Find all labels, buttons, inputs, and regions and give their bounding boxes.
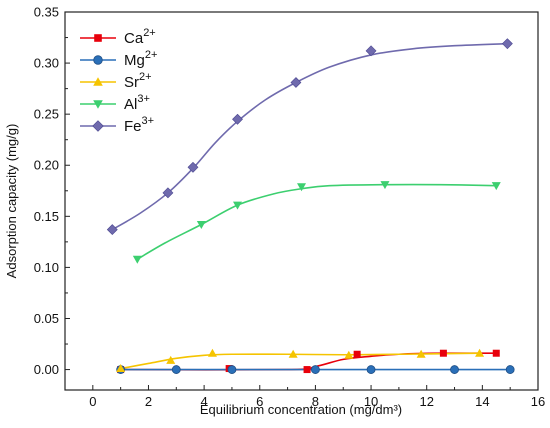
- y-tick-label: 0.05: [34, 311, 59, 326]
- x-axis-title: Equilibrium concentration (mg/dm³): [200, 402, 402, 417]
- y-tick-label: 0.15: [34, 209, 59, 224]
- series-curves: [111, 42, 511, 371]
- legend-sr-marker: [93, 77, 103, 86]
- al-point: [132, 255, 142, 264]
- al-curve: [136, 183, 497, 260]
- x-tick-label: 0: [89, 394, 96, 409]
- y-tick-label: 0.35: [34, 5, 59, 20]
- x-tick-label: 12: [419, 394, 433, 409]
- al-point: [380, 181, 390, 190]
- y-tick-label: 0.10: [34, 260, 59, 275]
- sr-point: [344, 350, 354, 359]
- legend-fe-label: Fe3+: [124, 115, 154, 135]
- x-tick-label: 4: [201, 394, 208, 409]
- fe-point: [106, 224, 118, 236]
- x-tick-label: 2: [145, 394, 152, 409]
- fe-point: [187, 161, 199, 173]
- legend-mg-label: Mg2+: [124, 49, 157, 69]
- mg-point: [366, 365, 376, 374]
- ca-point: [353, 350, 361, 358]
- y-axis-title: Adsorption capacity (mg/g): [4, 124, 19, 279]
- sr-point: [416, 349, 426, 358]
- y-tick-label: 0.25: [34, 107, 59, 122]
- y-ticks: 0.00 0.05 0.10 0.15 0.20 0.25 0.30 0.35: [34, 5, 70, 377]
- sr-curve: [120, 352, 480, 370]
- fe-curve: [111, 42, 508, 231]
- sr-point: [475, 348, 485, 357]
- mg-point: [227, 365, 237, 374]
- ca-point: [303, 366, 311, 374]
- fe-point: [232, 113, 243, 125]
- fe-point: [501, 38, 513, 50]
- al-point: [297, 183, 306, 192]
- series-markers: [106, 38, 515, 374]
- y-tick-label: 0.30: [34, 56, 59, 71]
- x-tick-label: 16: [531, 394, 545, 409]
- legend: Ca2+Mg2+Sr2+Al3+Fe3+: [80, 27, 157, 135]
- mg-point: [311, 365, 320, 374]
- legend-ca-marker: [94, 34, 102, 42]
- x-tick-label: 10: [364, 394, 378, 409]
- al-point: [196, 220, 206, 229]
- y-tick-label: 0.00: [34, 362, 59, 377]
- y-tick-label: 0.20: [34, 158, 59, 173]
- x-ticks: 0 2 4 6 8 10 12 14 16: [64, 385, 545, 409]
- legend-fe-marker: [92, 120, 104, 132]
- fe-point: [365, 45, 377, 57]
- fe-point: [290, 77, 302, 88]
- fe-point: [162, 187, 174, 199]
- legend-al-label: Al3+: [124, 93, 150, 113]
- x-tick-label: 8: [312, 394, 319, 409]
- legend-ca-label: Ca2+: [124, 27, 156, 47]
- sr-point: [116, 364, 126, 373]
- ca-point: [439, 349, 447, 357]
- legend-mg-marker: [93, 55, 103, 65]
- sr-point: [207, 348, 217, 357]
- legend-al-marker: [93, 100, 103, 109]
- mg-point: [505, 365, 515, 374]
- sr-point: [288, 349, 298, 358]
- legend-sr-label: Sr2+: [124, 71, 152, 91]
- plot-frame: [64, 11, 539, 391]
- mg-point: [450, 365, 459, 374]
- sr-point: [166, 355, 176, 364]
- mg-point: [171, 365, 181, 374]
- x-tick-label: 14: [475, 394, 489, 409]
- ca-point: [492, 349, 500, 357]
- al-point: [233, 201, 243, 210]
- x-tick-label: 6: [256, 394, 263, 409]
- al-point: [491, 182, 501, 191]
